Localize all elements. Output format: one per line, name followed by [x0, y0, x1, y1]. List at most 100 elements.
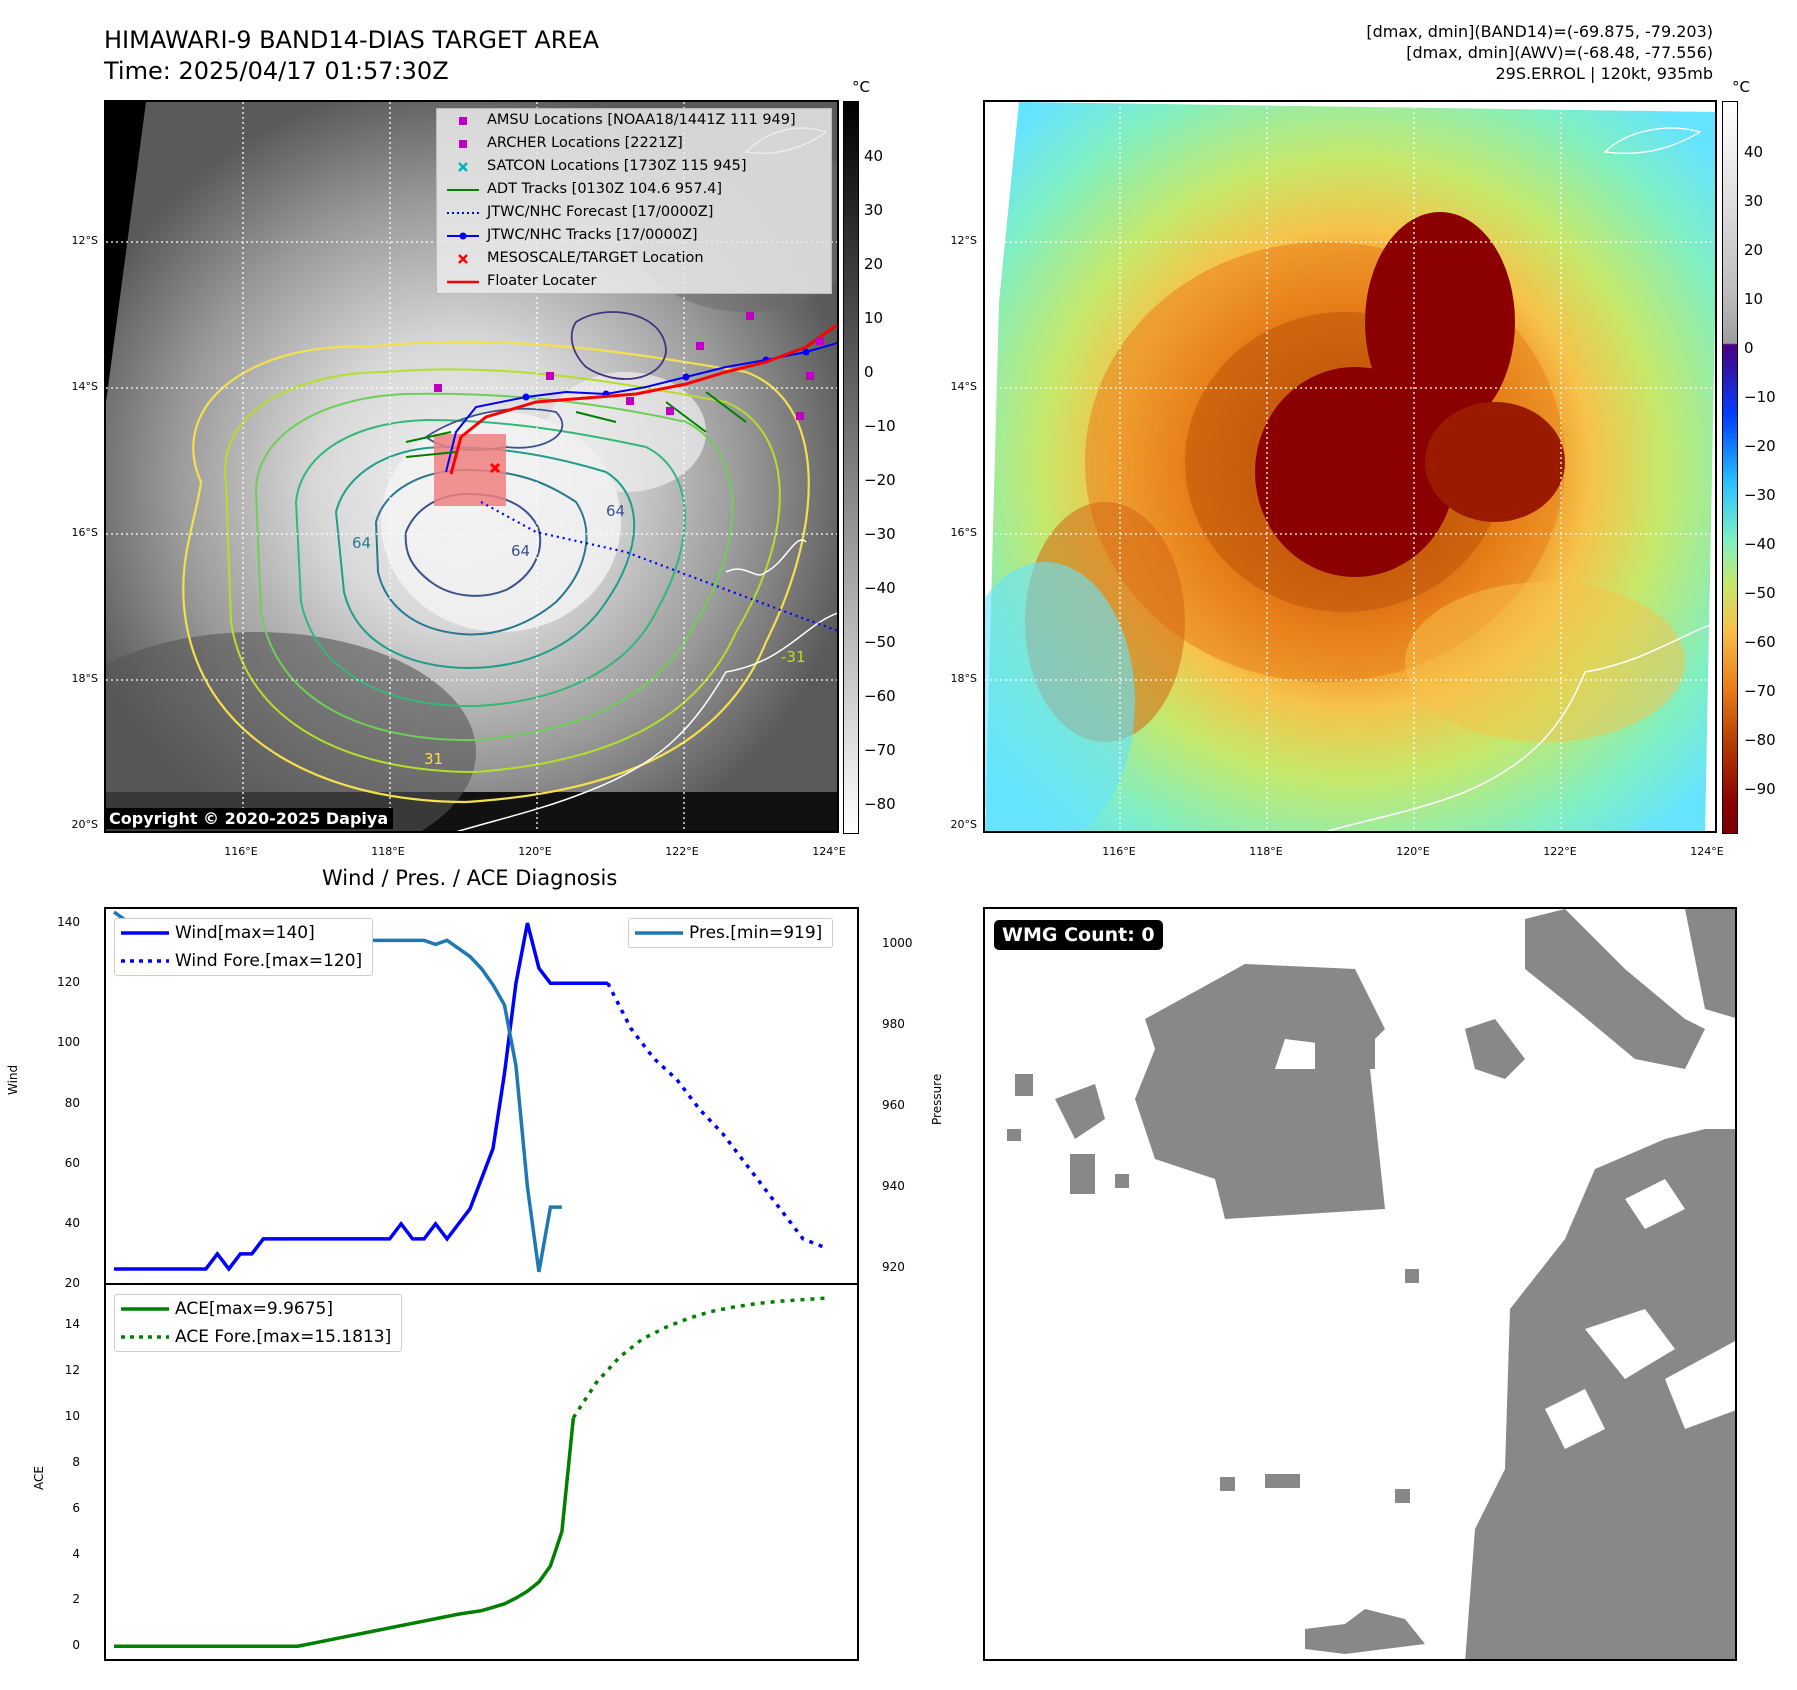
legend-wind: Wind[max=140]	[121, 923, 315, 943]
lon-label-right: 120°E	[1396, 845, 1430, 858]
copyright-badge: Copyright © 2020-2025 Dapiya	[104, 808, 394, 829]
ace-tick-label: 10	[64, 1408, 80, 1423]
wind-tick-label: 60	[64, 1155, 80, 1170]
colorbar-right-tick: −80	[1744, 731, 1776, 749]
diagnosis-title: Wind / Pres. / ACE Diagnosis	[322, 866, 618, 890]
lon-label-right: 116°E	[1102, 845, 1136, 858]
colorbar-left-tick: 10	[864, 309, 884, 327]
colorbar-right-tick: −10	[1744, 388, 1776, 406]
lat-label-right: 12°S	[950, 234, 977, 247]
figure-time: Time: 2025/04/17 01:57:30Z	[104, 57, 449, 85]
colorbar-left-tick: 40	[864, 147, 884, 165]
wind-legend: Wind[max=140] Wind Fore.[max=120]	[114, 918, 374, 976]
colorbar-right-tick: 20	[1744, 241, 1764, 259]
ace-tick-label: 8	[72, 1454, 80, 1469]
colorbar-right	[1722, 101, 1738, 834]
stats-band14: [dmax, dmin](BAND14)=(-69.875, -79.203)	[1366, 22, 1713, 41]
colorbar-right-tick: 10	[1744, 290, 1764, 308]
contour-label-1: 64	[352, 534, 372, 552]
colorbar-right-tick: −50	[1744, 584, 1776, 602]
ace-tick-label: 0	[72, 1638, 80, 1653]
colorbar-left-tick: 0	[864, 363, 874, 381]
legend-item-target: MESOSCALE/TARGET Location	[437, 247, 831, 270]
legend-item-archer: ARCHER Locations [2221Z]	[437, 132, 831, 155]
pressure-tick-label: 940	[882, 1178, 905, 1193]
series-line-1	[606, 982, 827, 1250]
legend-item-adt: ADT Tracks [0130Z 104.6 957.4]	[447, 181, 723, 197]
contour-label-4: -31	[781, 648, 806, 666]
colorbar-left-tick: 30	[864, 201, 884, 219]
pressure-legend: Pres.[min=919]	[628, 918, 834, 948]
legend-item-jtwc-tracks: JTWC/NHC Tracks [17/0000Z]	[437, 224, 831, 247]
wind-tick-label: 80	[64, 1095, 80, 1110]
wind-tick-label: 40	[64, 1215, 80, 1230]
colorbar-left-tick: −60	[864, 687, 896, 705]
lat-label-left: 20°S	[71, 818, 98, 831]
colorbar-right-tick: 30	[1744, 192, 1764, 210]
lon-label-left: 124°E	[812, 845, 846, 858]
lon-label-right: 118°E	[1249, 845, 1283, 858]
lat-label-left: 16°S	[71, 526, 98, 539]
ace-tick-label: 2	[72, 1592, 80, 1607]
lon-label-left: 122°E	[665, 845, 699, 858]
awv-map-panel	[983, 100, 1717, 833]
colorbar-left-tick: −50	[864, 633, 896, 651]
colorbar-right-unit: °C	[1732, 78, 1750, 96]
ace-axis-label: ACE	[32, 1466, 46, 1490]
colorbar-left-tick: −10	[864, 417, 896, 435]
wind-tick-label: 20	[64, 1276, 80, 1290]
stats-awv: [dmax, dmin](AWV)=(-68.48, -77.556)	[1406, 43, 1713, 62]
colorbar-left-tick: −70	[864, 741, 896, 759]
colorbar-right-tick: −90	[1744, 780, 1776, 798]
ace-series-line-1	[571, 1296, 827, 1419]
lat-label-right: 20°S	[950, 818, 977, 831]
ace-series-line-0	[114, 1417, 576, 1648]
colorbar-right-tick: −40	[1744, 535, 1776, 553]
pressure-tick-label: 1000	[882, 936, 913, 951]
lon-label-right: 122°E	[1543, 845, 1577, 858]
wind-axis-label: Wind	[6, 1064, 20, 1095]
pressure-tick-label: 980	[882, 1017, 905, 1032]
lat-label-right: 16°S	[950, 526, 977, 539]
legend-ace-forecast: ACE Fore.[max=15.1813]	[121, 1327, 392, 1347]
colorbar-left-tick: −80	[864, 795, 896, 813]
series-line-0	[114, 922, 608, 1272]
legend-item-amsu: AMSU Locations [NOAA18/1441Z 111 949]	[437, 109, 831, 132]
legend-item-satcon: SATCON Locations [1730Z 115 945]	[437, 155, 831, 178]
contour-label-5: 31	[424, 750, 444, 768]
wmg-panel	[983, 907, 1737, 1661]
colorbar-left-tick: −40	[864, 579, 896, 597]
wind-tick-label: 100	[57, 1035, 80, 1050]
lat-label-left: 12°S	[71, 234, 98, 247]
ace-legend: ACE[max=9.9675] ACE Fore.[max=15.1813]	[114, 1294, 403, 1352]
colorbar-left-tick: −20	[864, 471, 896, 489]
pressure-tick-label: 960	[882, 1098, 905, 1113]
contour-label-2: 64	[606, 502, 626, 520]
lat-label-right: 18°S	[950, 672, 977, 685]
wmg-mask-image	[1007, 909, 1735, 1659]
colorbar-right-tick: −70	[1744, 682, 1776, 700]
wmg-count-badge: WMG Count: 0	[994, 920, 1163, 950]
contour-label-3: 64	[511, 542, 531, 560]
colorbar-left-tick: −30	[864, 525, 896, 543]
wind-tick-label: 120	[57, 975, 80, 990]
figure-title: HIMAWARI-9 BAND14-DIAS TARGET AREA	[104, 26, 600, 54]
lat-label-right: 14°S	[950, 380, 977, 393]
ace-tick-label: 4	[72, 1546, 80, 1561]
lat-label-left: 18°S	[71, 672, 98, 685]
storm-info: 29S.ERROL | 120kt, 935mb	[1495, 64, 1713, 83]
ace-tick-label: 6	[72, 1500, 80, 1515]
colorbar-right-tick: −20	[1744, 437, 1776, 455]
legend-pressure: Pres.[min=919]	[635, 923, 823, 943]
lon-label-left: 116°E	[224, 845, 258, 858]
legend-ace: ACE[max=9.9675]	[121, 1299, 333, 1319]
colorbar-left-unit: °C	[852, 78, 870, 96]
colorbar-right-tick: −60	[1744, 633, 1776, 651]
colorbar-left-tick: 20	[864, 255, 884, 273]
lon-label-left: 120°E	[518, 845, 552, 858]
ace-tick-label: 14	[64, 1317, 80, 1332]
colorbar-right-tick: −30	[1744, 486, 1776, 504]
colorbar-left	[843, 101, 859, 834]
legend-item-floater: Floater Locater	[447, 273, 597, 289]
legend-wind-forecast: Wind Fore.[max=120]	[121, 951, 363, 971]
